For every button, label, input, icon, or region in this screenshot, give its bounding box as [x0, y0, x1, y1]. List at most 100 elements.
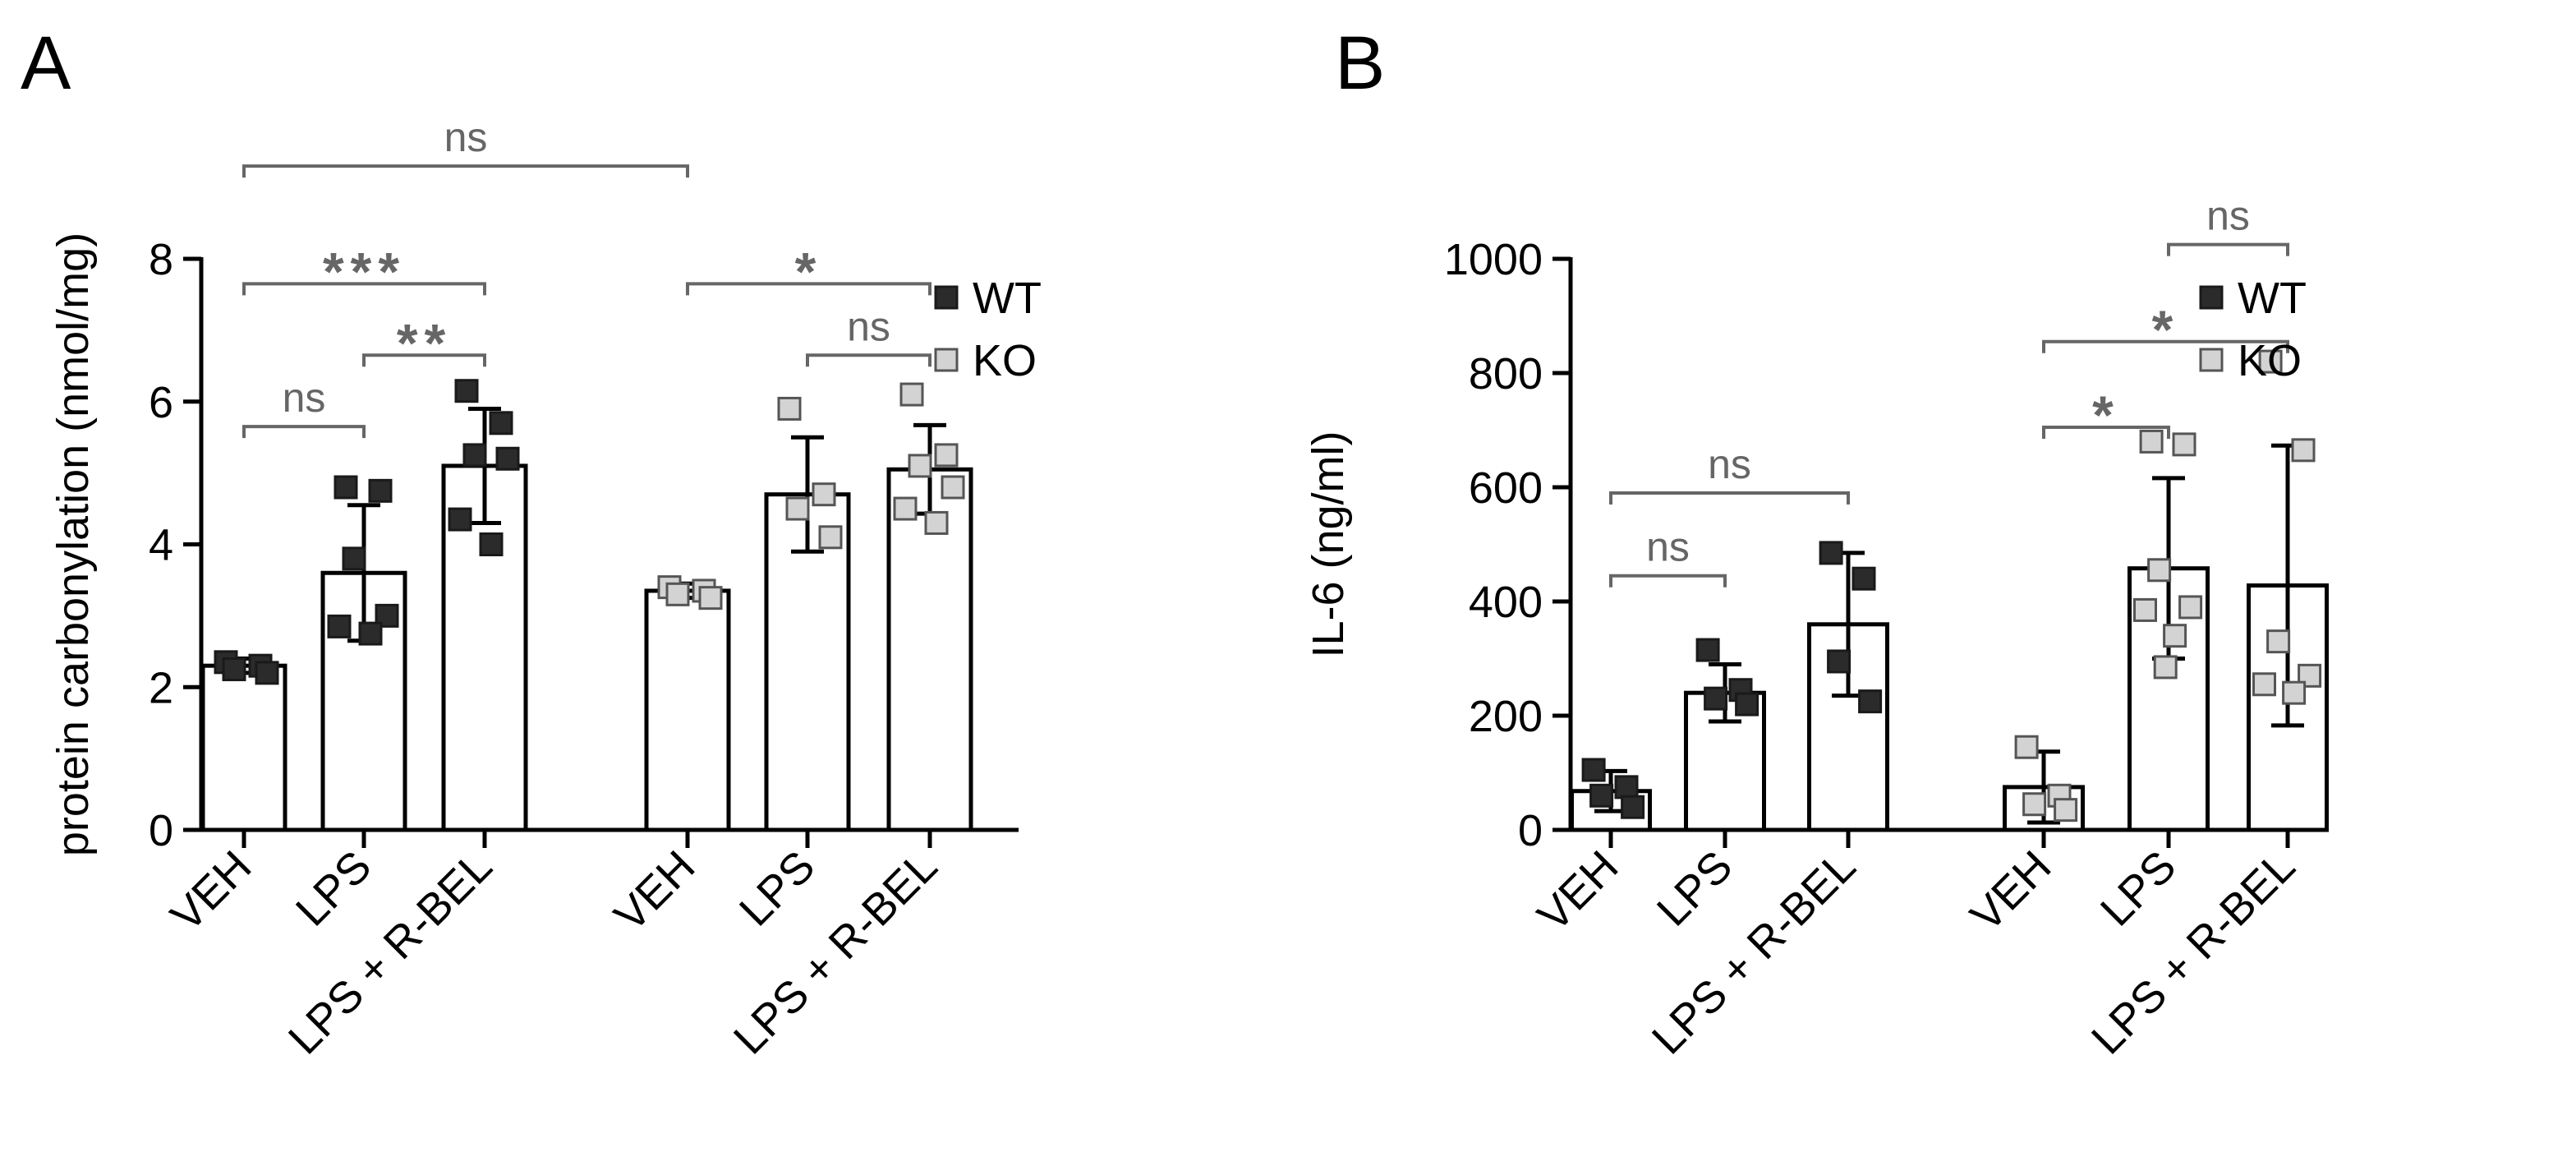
significance-label: ns [1708, 441, 1751, 487]
data-point [777, 396, 802, 421]
data-point [495, 446, 520, 471]
data-point [255, 661, 279, 685]
bar [644, 588, 731, 832]
bar [200, 663, 288, 832]
data-point [2291, 438, 2316, 463]
data-point [2282, 680, 2307, 705]
data-point [2147, 558, 2172, 583]
data-point [893, 496, 918, 521]
y-tick-label: 4 [149, 521, 173, 570]
y-tick-label: 600 [1469, 463, 1543, 513]
significance-bracket [806, 353, 932, 367]
x-tick-label: LPS [730, 841, 825, 936]
y-tick-label: 1000 [1444, 235, 1543, 284]
data-point [2022, 792, 2047, 817]
data-point [2258, 349, 2283, 374]
data-point [462, 443, 487, 468]
data-point [899, 382, 924, 407]
significance-label: * [795, 241, 823, 302]
legend-swatch [934, 348, 959, 372]
x-tick-label: LPS [287, 841, 381, 936]
significance-bracket [1609, 491, 1850, 505]
y-tick-label: 0 [1518, 806, 1543, 855]
data-point [1819, 541, 1843, 565]
data-point [2153, 655, 2178, 680]
y-axis-label: protein carbonylation (nmol/mg) [48, 233, 98, 856]
significance-bracket [1609, 574, 1727, 588]
data-point [454, 379, 479, 403]
significance-bracket [2042, 339, 2289, 353]
significance-bracket [242, 164, 689, 178]
data-point [358, 621, 383, 646]
data-point [2163, 624, 2187, 648]
data-point [222, 657, 246, 682]
significance-bracket [2042, 426, 2170, 440]
legend-label: WT [973, 274, 1042, 323]
y-tick-label: 800 [1469, 349, 1543, 399]
data-point [327, 614, 352, 638]
legend-swatch [934, 285, 959, 310]
data-point [2178, 595, 2203, 620]
data-point [2266, 629, 2291, 654]
data-point [1858, 689, 1883, 714]
legend-label: WT [2238, 274, 2307, 323]
data-point [2252, 672, 2276, 697]
y-axis-label: IL-6 (ng/ml) [1304, 431, 1353, 657]
significance-label: ns [1646, 524, 1690, 570]
data-point [785, 496, 810, 521]
data-point [334, 475, 358, 500]
significance-label: * [2092, 385, 2120, 445]
data-point [818, 525, 843, 550]
data-point [924, 510, 949, 535]
x-tick-label: VEH [162, 841, 261, 941]
x-tick-label: VEH [605, 841, 705, 941]
data-point [1695, 638, 1720, 662]
data-point [908, 454, 932, 478]
data-point [2054, 798, 2078, 823]
significance-bracket [242, 282, 486, 296]
data-point [1827, 649, 1852, 674]
data-point [2172, 432, 2196, 457]
data-point [1852, 566, 1876, 591]
data-point [1589, 783, 1614, 808]
panel-label: A [21, 21, 71, 105]
significance-bracket [686, 282, 932, 296]
significance-label: ns [444, 114, 488, 160]
data-point [2133, 597, 2157, 622]
data-point [812, 482, 836, 507]
data-point [1581, 758, 1606, 782]
data-point [698, 586, 723, 611]
significance-bracket [362, 353, 486, 367]
data-point [342, 546, 366, 571]
y-tick-label: 200 [1469, 692, 1543, 741]
y-tick-label: 6 [149, 378, 173, 427]
data-point [2139, 429, 2164, 454]
significance-label: ns [283, 375, 326, 421]
data-point [941, 475, 965, 500]
legend-swatch [2199, 348, 2224, 372]
significance-bracket [2167, 242, 2289, 256]
data-point [1621, 795, 1645, 819]
x-tick-label: LPS + R-BEL [2082, 841, 2305, 1064]
significance-label: *** [323, 241, 406, 302]
x-tick-label: LPS [1648, 841, 1742, 936]
x-tick-label: VEH [1962, 841, 2061, 941]
significance-label: ns [847, 303, 890, 349]
x-tick-label: LPS [2091, 841, 2186, 936]
data-point [448, 507, 472, 532]
legend-label: KO [973, 336, 1037, 385]
data-point [2014, 735, 2039, 759]
y-tick-label: 8 [149, 235, 173, 284]
data-point [479, 532, 504, 556]
significance-label: * [2152, 299, 2180, 360]
significance-bracket [242, 425, 366, 439]
y-tick-label: 400 [1469, 578, 1543, 627]
data-point [1704, 686, 1728, 711]
y-tick-label: 2 [149, 663, 173, 712]
y-tick-label: 0 [149, 806, 173, 855]
panel-label: B [1335, 21, 1385, 105]
data-point [1614, 775, 1639, 799]
data-point [375, 603, 399, 628]
